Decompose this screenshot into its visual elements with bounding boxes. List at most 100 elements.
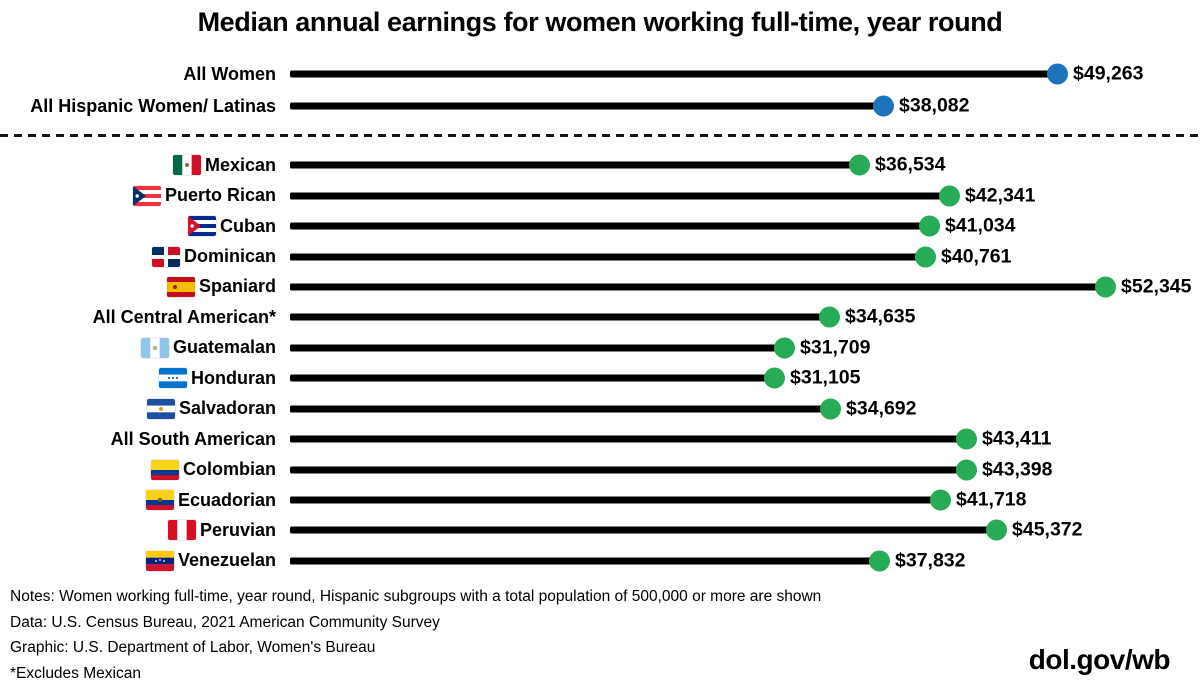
flag-icon-guatemala (140, 337, 169, 358)
bar-dot (939, 185, 960, 207)
bar-line (290, 496, 940, 504)
row-label: All Central American* (92, 306, 276, 327)
bar-dot (919, 215, 940, 237)
value-label: $45,372 (1012, 518, 1083, 541)
value-label: $38,082 (899, 94, 970, 117)
flag-icon-puerto_rico (132, 185, 161, 206)
row-label-cell: Ecuadorian (0, 490, 276, 511)
value-label: $52,345 (1121, 275, 1192, 298)
row-label-cell: Salvadoran (0, 398, 276, 419)
value-label: $37,832 (895, 549, 966, 572)
bar-cell: $31,709 (290, 333, 1200, 363)
chart-row: Puerto Rican $42,341 (0, 180, 1200, 210)
flag-icon-honduras (159, 368, 187, 389)
value-label: $40,761 (941, 245, 1012, 268)
bar-line (290, 283, 1105, 291)
bar-dot (764, 367, 785, 389)
bar-cell: $34,635 (290, 302, 1200, 332)
flag-icon-cuba (188, 216, 216, 237)
value-label: $41,034 (945, 214, 1016, 237)
bar-cell: $37,832 (290, 546, 1200, 576)
flag-icon-ecuador (145, 490, 174, 511)
value-label: $42,341 (965, 184, 1036, 207)
bar-cell: $43,398 (290, 454, 1200, 484)
flag-icon-venezuela (145, 550, 174, 571)
bar-cell: $31,105 (290, 363, 1200, 393)
bar-dot (873, 95, 894, 117)
value-label: $49,263 (1073, 62, 1144, 85)
note-line: Graphic: U.S. Department of Labor, Women… (10, 639, 376, 657)
row-label: Honduran (191, 367, 276, 388)
row-label-cell: Mexican (0, 155, 276, 176)
bar-dot (849, 154, 870, 176)
bar-cell: $43,411 (290, 424, 1200, 454)
flag-icon-spain (166, 276, 195, 297)
bar-cell: $41,034 (290, 211, 1200, 241)
flag-icon-el_salvador (146, 398, 175, 419)
row-label-cell: Cuban (0, 216, 276, 237)
bar-line (290, 344, 784, 352)
value-label: $41,718 (956, 488, 1027, 511)
row-label: Venezuelan (177, 550, 276, 571)
bar-line (290, 102, 883, 110)
dashed-separator (0, 134, 1200, 137)
bar-cell: $42,341 (290, 180, 1200, 210)
bar-dot (869, 550, 890, 572)
bar-dot (820, 398, 841, 420)
chart-row: All South American $43,411 (0, 424, 1200, 454)
chart-row: Peruvian $45,372 (0, 515, 1200, 545)
row-label: Salvadoran (178, 398, 276, 419)
row-label-cell: Colombian (0, 459, 276, 480)
row-label: Puerto Rican (164, 185, 276, 206)
row-label: All Women (183, 63, 276, 84)
note-line: Data: U.S. Census Bureau, 2021 American … (10, 613, 440, 631)
row-label-cell: Guatemalan (0, 337, 276, 358)
bar-dot (930, 489, 951, 511)
row-label-cell: Dominican (0, 246, 276, 267)
chart-row: Ecuadorian $41,718 (0, 485, 1200, 515)
chart-title: Median annual earnings for women working… (197, 7, 1003, 37)
bar-dot (986, 519, 1007, 541)
row-label-cell: Venezuelan (0, 550, 276, 571)
bar-dot (819, 306, 840, 328)
value-label: $34,692 (846, 397, 917, 420)
chart-row: Honduran $31,105 (0, 363, 1200, 393)
bar-cell: $52,345 (290, 272, 1200, 302)
bar-line (290, 374, 774, 382)
flag-icon-peru (167, 520, 196, 541)
bar-dot (956, 459, 977, 481)
row-label: Dominican (183, 246, 276, 267)
bar-line (290, 435, 966, 443)
value-label: $43,398 (982, 458, 1053, 481)
row-label: Colombian (183, 459, 276, 480)
chart-row: All Hispanic Women/ Latinas $38,082 (0, 90, 1200, 122)
flag-icon-mexico (172, 155, 201, 176)
chart-row: Venezuelan $37,832 (0, 546, 1200, 576)
row-label: Cuban (220, 215, 276, 236)
row-label: All South American (110, 428, 276, 449)
bar-cell: $34,692 (290, 394, 1200, 424)
chart-row: Mexican $36,534 (0, 150, 1200, 180)
bar-dot (1095, 276, 1116, 298)
bar-cell: $49,263 (290, 58, 1200, 90)
bar-cell: $40,761 (290, 241, 1200, 271)
row-label-cell: Puerto Rican (0, 185, 276, 206)
bar-line (290, 405, 830, 413)
row-label: Peruvian (199, 519, 276, 540)
chart-row: Spaniard $52,345 (0, 272, 1200, 302)
value-label: $36,534 (875, 153, 946, 176)
row-label-cell: All Hispanic Women/ Latinas (0, 96, 276, 117)
chart-row: Colombian $43,398 (0, 454, 1200, 484)
bar-line (290, 70, 1057, 78)
chart-row: Dominican $40,761 (0, 241, 1200, 271)
bar-dot (956, 428, 977, 450)
row-label: Mexican (204, 154, 276, 175)
bar-cell: $38,082 (290, 90, 1200, 122)
chart-row: Salvadoran $34,692 (0, 394, 1200, 424)
bar-line (290, 222, 929, 230)
row-label: Guatemalan (172, 337, 276, 358)
value-label: $31,709 (800, 336, 871, 359)
chart-row: All Central American* $34,635 (0, 302, 1200, 332)
bar-line (290, 466, 966, 474)
